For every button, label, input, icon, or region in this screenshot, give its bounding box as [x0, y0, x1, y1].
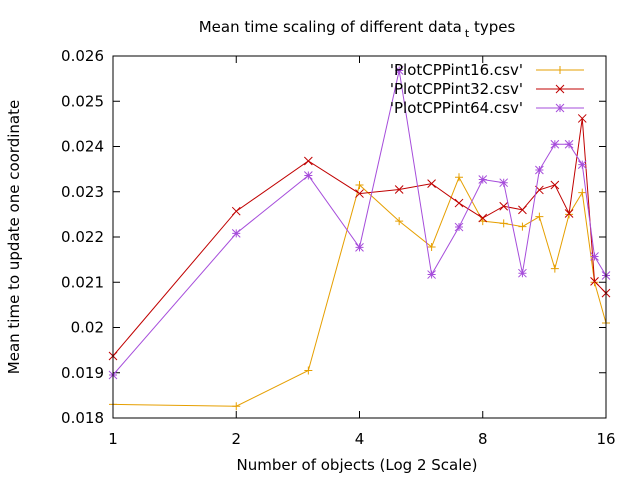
data-point: [231, 206, 241, 216]
data-point: [577, 114, 587, 123]
legend-label: 'PlotCPPint16.csv': [390, 61, 523, 79]
data-point: [394, 185, 404, 194]
x-tick-label: 8: [478, 430, 488, 448]
y-tick-label: 0.021: [61, 273, 104, 291]
data-point: [355, 180, 364, 189]
series-3: [108, 66, 611, 380]
data-point: [499, 219, 508, 228]
data-point: [590, 276, 599, 286]
data-point: [578, 188, 587, 197]
series-line: [112, 70, 607, 376]
axis-ticks: 0.018 0.019 0.02 0.021 0.022 0.023 0.024 0.025 0…: [61, 47, 616, 448]
data-point: [454, 222, 464, 232]
data-point: [577, 160, 587, 169]
data-point: [455, 173, 464, 182]
series-layer: [108, 66, 611, 411]
y-tick-label: 0.018: [61, 409, 104, 427]
y-tick-label: 0.023: [61, 183, 104, 201]
data-point: [555, 84, 565, 94]
data-point: [550, 139, 560, 149]
data-point: [355, 243, 364, 252]
data-point: [535, 165, 544, 175]
legend-label: 'PlotCPPint64.csv': [390, 99, 523, 117]
data-point: [478, 175, 488, 184]
x-tick-label: 4: [355, 430, 365, 448]
x-tick-label: 1: [108, 430, 118, 448]
series-1: [109, 173, 610, 411]
data-point: [303, 171, 313, 180]
data-point: [518, 268, 527, 278]
legend: 'PlotCPPint16.csv''PlotCPPint32.csv''Plo…: [390, 61, 584, 117]
data-point: [231, 229, 241, 238]
y-tick-label: 0.024: [61, 138, 104, 156]
data-point: [394, 66, 404, 75]
data-point: [395, 217, 404, 226]
series-2: [108, 114, 611, 361]
legend-entry: 'PlotCPPint16.csv': [390, 61, 584, 79]
data-point: [232, 402, 241, 411]
data-point: [555, 103, 565, 113]
series-line: [112, 176, 607, 407]
data-point: [590, 252, 599, 261]
x-tick-label: 2: [231, 430, 241, 448]
chart-title: Mean time scaling of different data t typ…: [199, 18, 516, 40]
data-point: [518, 205, 527, 215]
data-point: [427, 242, 436, 251]
data-point: [564, 209, 574, 218]
data-point: [556, 66, 564, 74]
data-point: [304, 366, 313, 375]
data-point: [535, 212, 544, 221]
y-tick-label: 0.02: [71, 319, 104, 337]
data-point: [454, 198, 464, 208]
data-point: [550, 264, 559, 273]
data-point: [427, 179, 436, 188]
data-point: [478, 213, 488, 223]
legend-entry: 'PlotCPPint64.csv': [390, 99, 584, 117]
data-point: [564, 139, 574, 149]
legend-label: 'PlotCPPint32.csv': [390, 80, 523, 98]
x-axis-label: Number of objects (Log 2 Scale): [237, 456, 478, 474]
data-point: [355, 189, 364, 198]
y-tick-label: 0.026: [61, 47, 104, 65]
y-tick-label: 0.019: [61, 364, 104, 382]
data-point: [427, 270, 436, 279]
series-line: [112, 118, 607, 357]
data-point: [550, 180, 560, 190]
data-point: [518, 222, 527, 231]
data-point: [499, 178, 509, 188]
legend-entry: 'PlotCPPint32.csv': [390, 80, 584, 98]
plot-frame: [112, 55, 607, 419]
y-tick-label: 0.022: [61, 228, 104, 246]
y-tick-label: 0.025: [61, 92, 104, 110]
x-tick-label: 16: [596, 430, 615, 448]
data-point: [499, 201, 509, 211]
y-axis-label: Mean time to update one coordinate: [5, 100, 23, 374]
data-point: [303, 156, 313, 166]
